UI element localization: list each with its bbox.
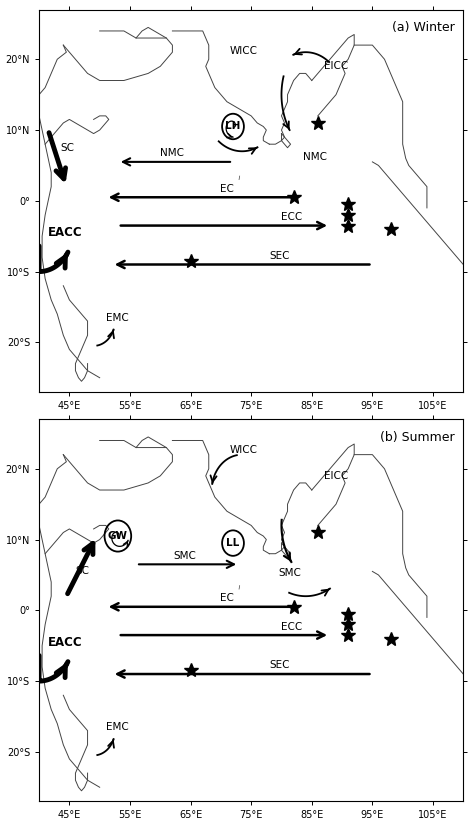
Text: (a) Winter: (a) Winter [392,21,455,34]
Text: EICC: EICC [324,61,348,71]
Text: WICC: WICC [230,444,258,454]
Text: ECC: ECC [281,621,303,632]
Text: EMC: EMC [106,722,129,732]
Text: SEC: SEC [269,251,290,261]
Text: (b) Summer: (b) Summer [380,430,455,444]
Text: EICC: EICC [324,471,348,481]
Text: EC: EC [220,593,234,603]
Text: NMC: NMC [160,149,184,159]
Text: SMC: SMC [173,551,196,561]
Text: NMC: NMC [303,152,327,162]
Text: GW: GW [108,531,128,541]
Text: EACC: EACC [48,636,83,648]
Text: LL: LL [227,538,240,548]
Text: ECC: ECC [281,212,303,222]
Text: SMC: SMC [279,568,301,578]
Text: SC: SC [75,567,89,577]
Text: SEC: SEC [269,661,290,671]
Text: EACC: EACC [48,226,83,240]
Text: SC: SC [60,143,74,153]
Text: LH: LH [225,121,241,131]
Text: EC: EC [220,183,234,194]
Text: EMC: EMC [106,312,129,323]
Text: WICC: WICC [230,45,258,55]
